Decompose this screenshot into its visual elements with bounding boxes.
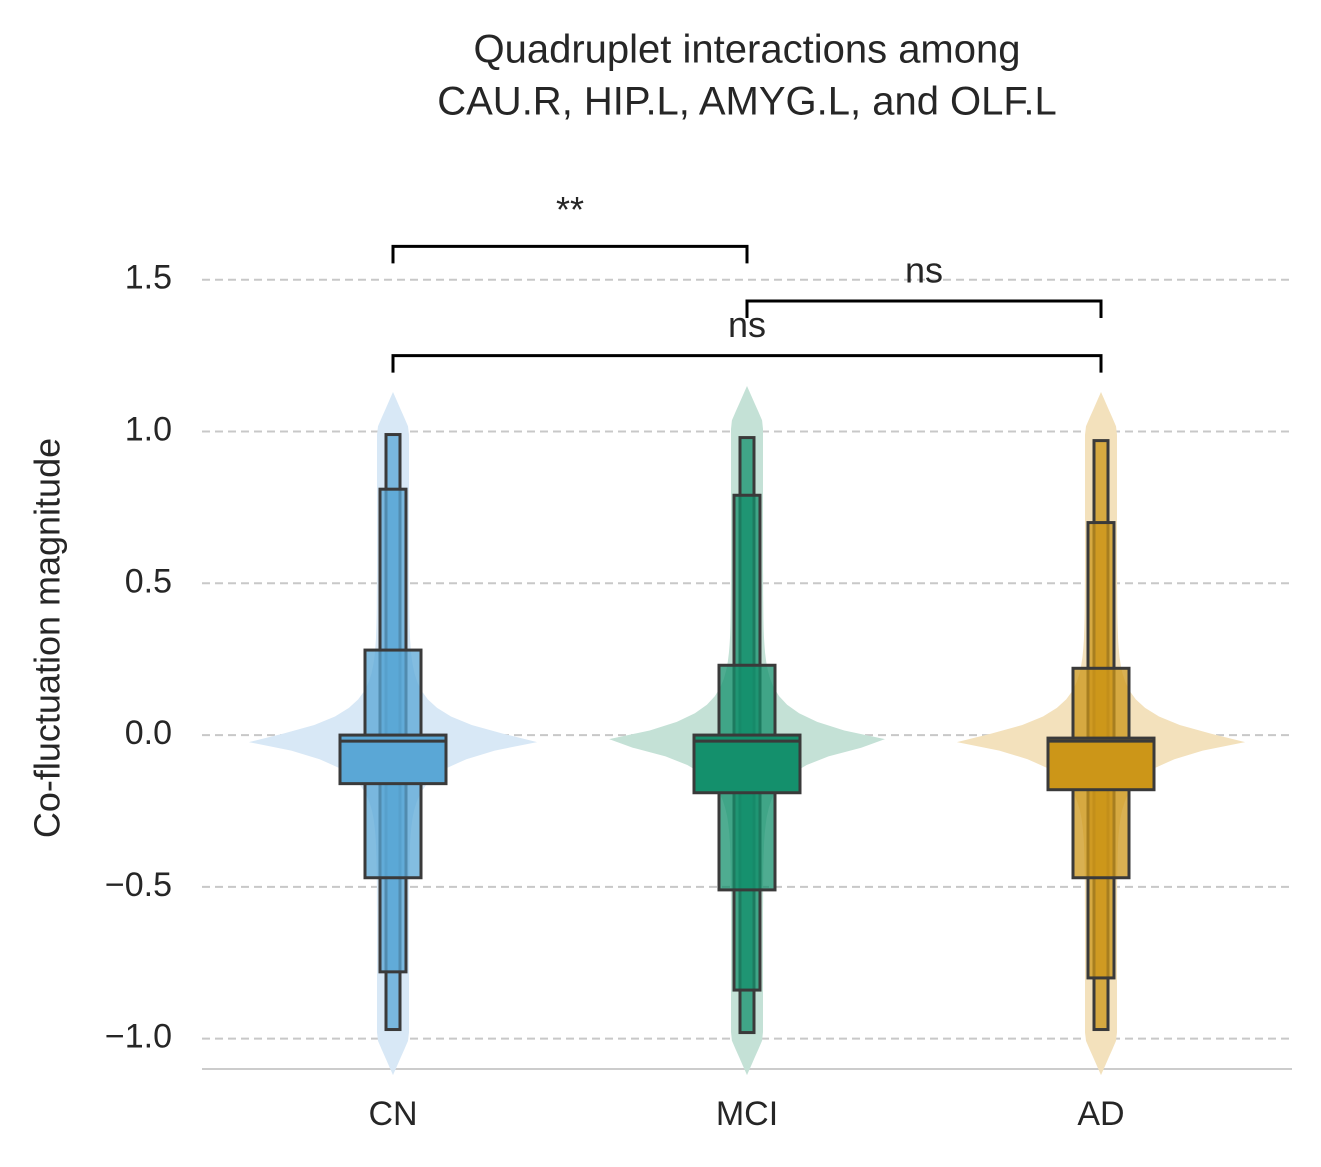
significance-label: **: [556, 189, 584, 230]
y-axis-label: Co-fluctuation magnitude: [27, 438, 68, 838]
y-tick-label: 1.0: [125, 410, 172, 448]
x-tick-label: MCI: [716, 1095, 778, 1133]
y-tick-label: 0.5: [125, 562, 172, 600]
significance-label: ns: [905, 249, 943, 290]
boxen-box: [1046, 736, 1156, 792]
y-tick-label: 0.0: [125, 714, 172, 752]
boxen-box: [338, 733, 448, 786]
chart-title: Quadruplet interactions among: [474, 28, 1021, 72]
boxen-box: [692, 733, 802, 795]
y-tick-label: 1.5: [125, 259, 172, 297]
y-tick-label: −0.5: [105, 866, 172, 904]
x-tick-label: AD: [1077, 1095, 1124, 1133]
chart-title: CAU.R, HIP.L, AMYG.L, and OLF.L: [437, 80, 1057, 124]
significance-bracket: [391, 244, 749, 264]
significance-bracket: [745, 299, 1103, 318]
significance-bracket: [391, 354, 1103, 373]
significance-label: ns: [728, 304, 766, 345]
y-tick-label: −1.0: [105, 1018, 172, 1056]
x-tick-label: CN: [368, 1095, 417, 1133]
